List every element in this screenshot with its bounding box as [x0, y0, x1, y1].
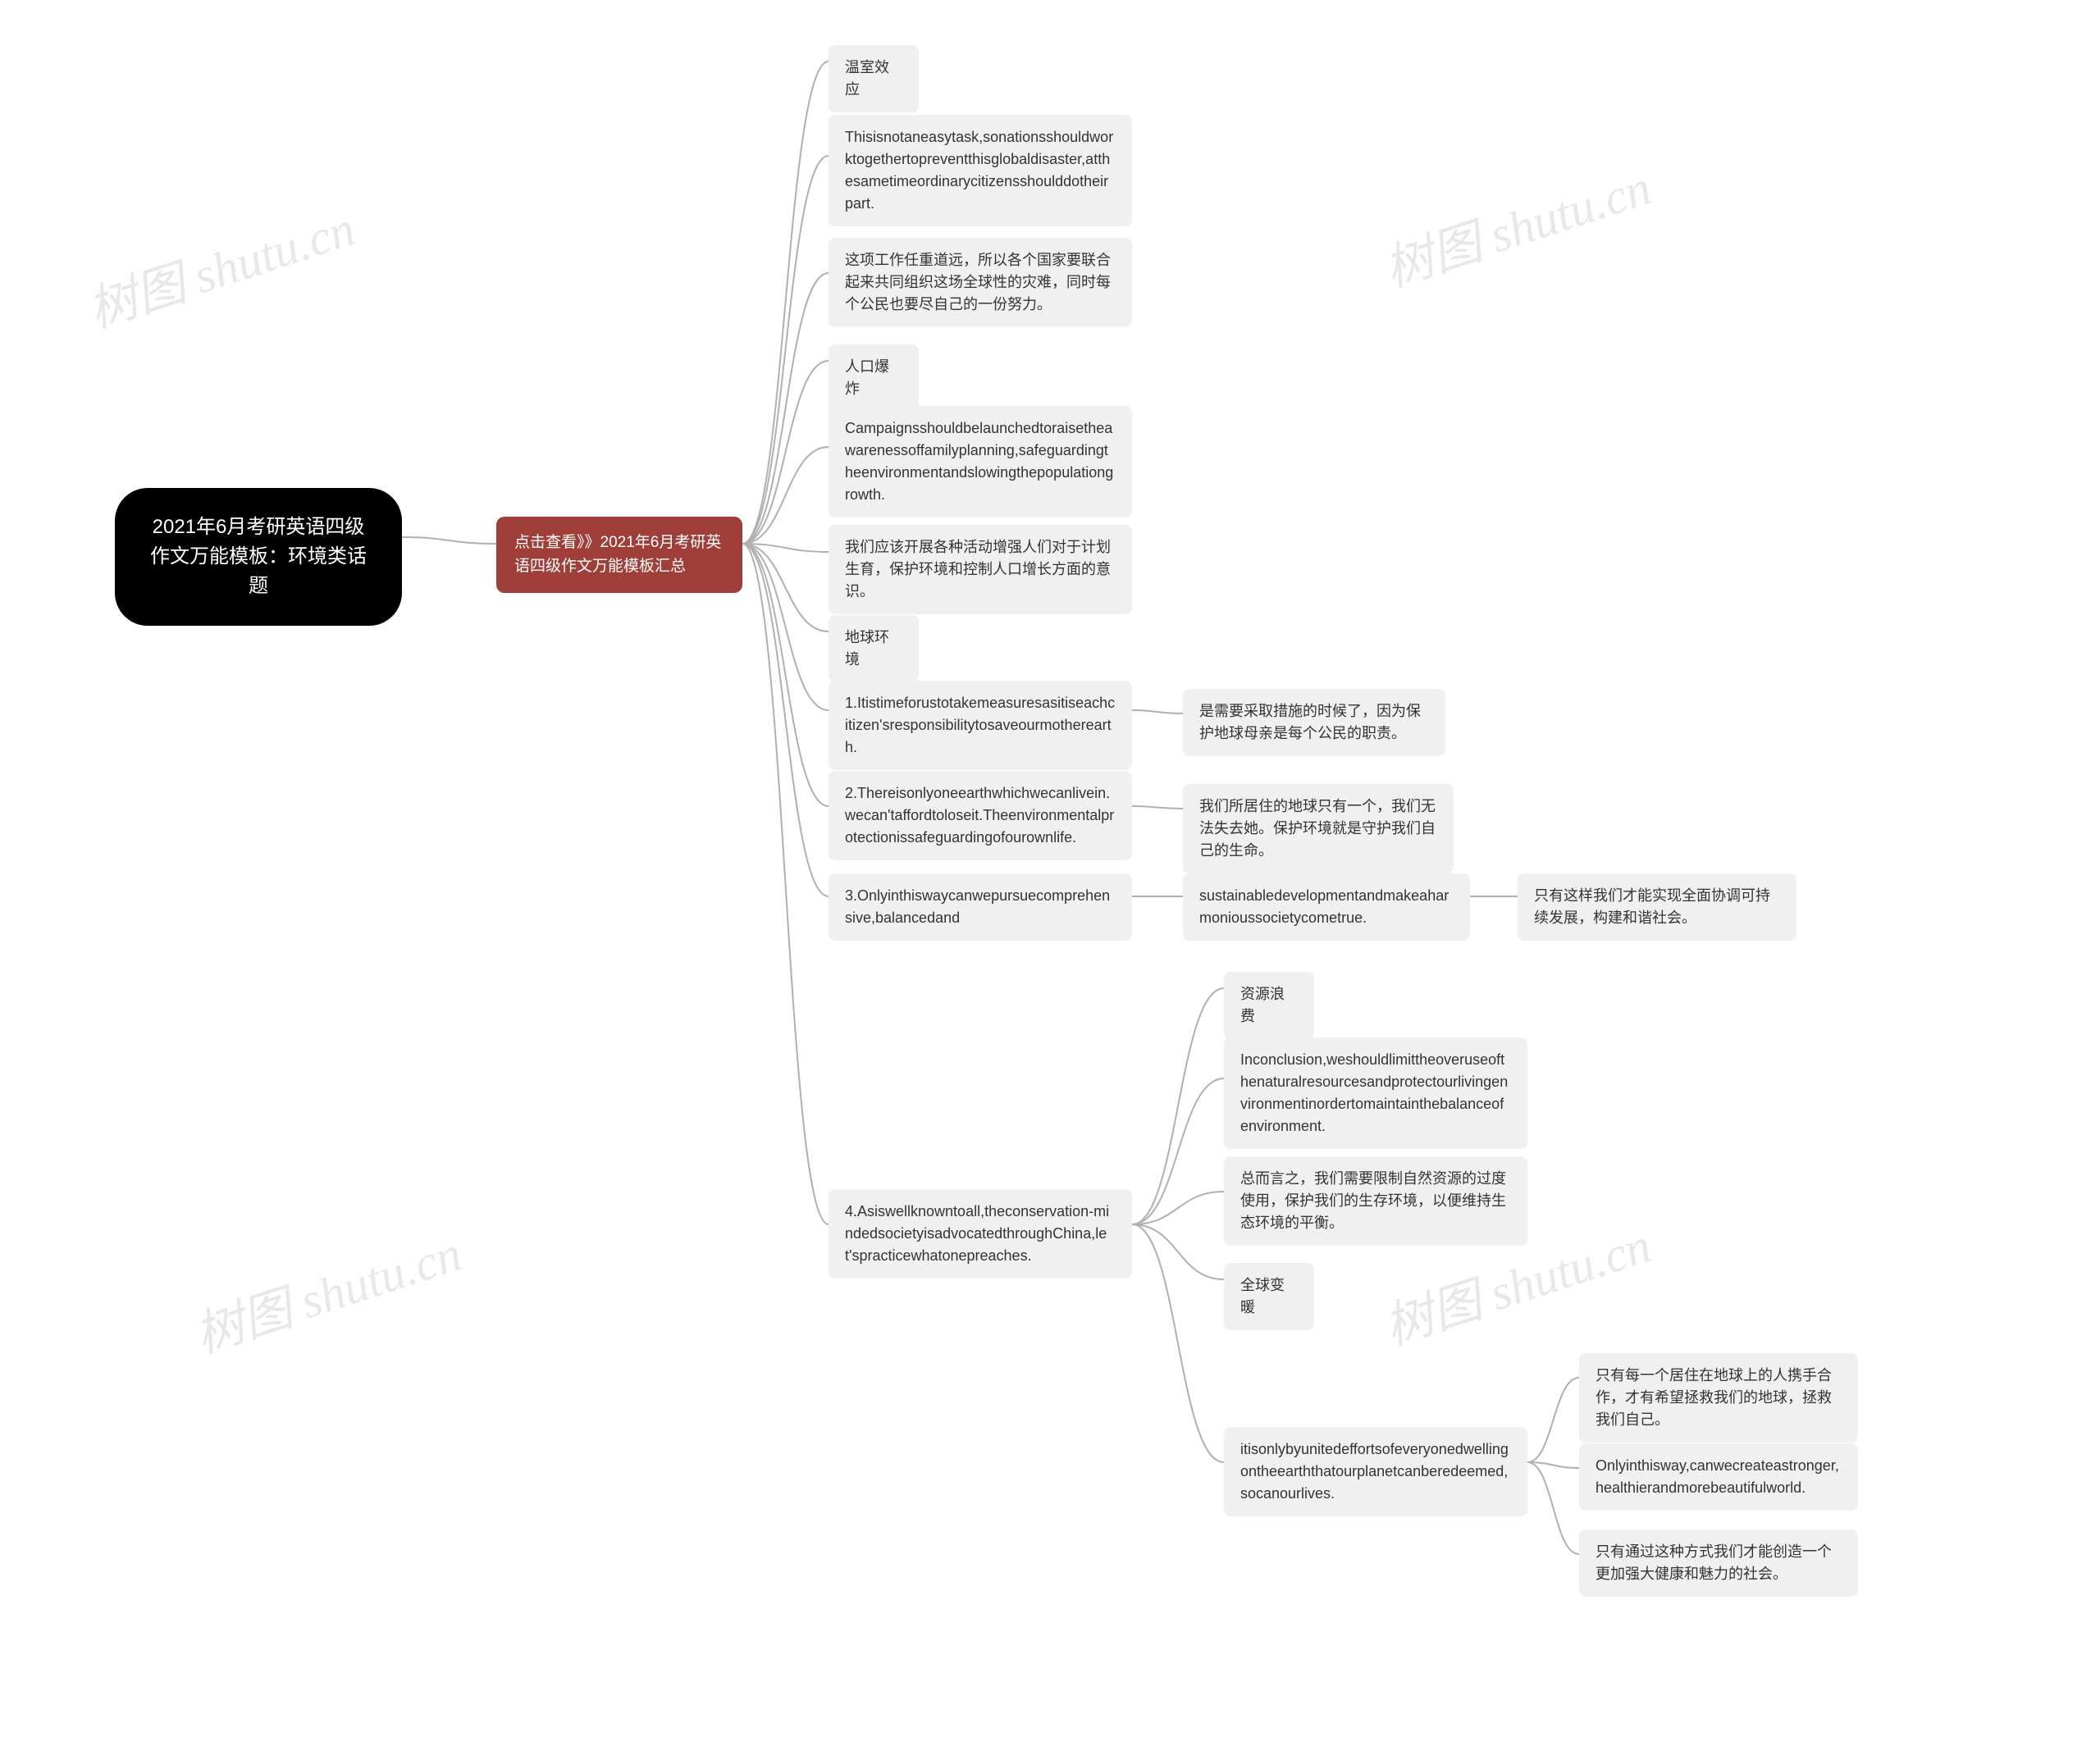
- leaf-en-5b[interactable]: sustainabledevelopmentandmakeaharmonious…: [1183, 873, 1470, 941]
- leaf-cn-3[interactable]: 是需要采取措施的时候了，因为保护地球母亲是每个公民的职责。: [1183, 689, 1445, 756]
- root-node[interactable]: 2021年6月考研英语四级作文万能模板：环境类话题: [115, 488, 402, 626]
- leaf-earth-env[interactable]: 地球环境: [829, 615, 919, 682]
- leaf-global-warming[interactable]: 全球变暖: [1224, 1263, 1314, 1330]
- leaf-cn-8c[interactable]: 只有通过这种方式我们才能创造一个更加强大健康和魅力的社会。: [1579, 1529, 1858, 1597]
- leaf-en-8b[interactable]: Onlyinthisway,canwecreateastronger,healt…: [1579, 1443, 1858, 1511]
- hub-node[interactable]: 点击查看》》2021年6月考研英语四级作文万能模板汇总: [496, 517, 742, 593]
- leaf-cn-1[interactable]: 这项工作任重道远，所以各个国家要联合起来共同组织这场全球性的灾难，同时每个公民也…: [829, 238, 1132, 327]
- leaf-en-5[interactable]: 3.Onlyinthiswaycanwepursuecomprehensive,…: [829, 873, 1132, 941]
- leaf-resource-waste[interactable]: 资源浪费: [1224, 972, 1314, 1039]
- leaf-en-2[interactable]: Campaignsshouldbelaunchedtoraisetheaware…: [829, 406, 1132, 517]
- leaf-en-6[interactable]: 4.Asiswellknowntoall,theconservation-min…: [829, 1189, 1132, 1279]
- mindmap-canvas: 2021年6月考研英语四级作文万能模板：环境类话题 点击查看》》2021年6月考…: [0, 0, 2100, 1746]
- leaf-greenhouse[interactable]: 温室效应: [829, 45, 919, 112]
- leaf-en-8[interactable]: itisonlybyunitedeffortsofeveryonedwellin…: [1224, 1427, 1527, 1516]
- leaf-en-4[interactable]: 2.Thereisonlyoneearthwhichwecanlivein.we…: [829, 771, 1132, 860]
- leaf-cn-8a[interactable]: 只有每一个居住在地球上的人携手合作，才有希望拯救我们的地球，拯救我们自己。: [1579, 1353, 1858, 1443]
- leaf-cn-7[interactable]: 总而言之，我们需要限制自然资源的过度使用，保护我们的生存环境，以便维持生态环境的…: [1224, 1156, 1527, 1246]
- leaf-population[interactable]: 人口爆炸: [829, 344, 919, 412]
- leaf-cn-4[interactable]: 我们所居住的地球只有一个，我们无法失去她。保护环境就是守护我们自己的生命。: [1183, 784, 1454, 873]
- leaf-cn-5[interactable]: 只有这样我们才能实现全面协调可持续发展，构建和谐社会。: [1518, 873, 1796, 941]
- leaf-cn-2[interactable]: 我们应该开展各种活动增强人们对于计划生育，保护环境和控制人口增长方面的意识。: [829, 525, 1132, 614]
- leaf-en-3[interactable]: 1.Itistimeforustotakemeasuresasitiseachc…: [829, 681, 1132, 770]
- leaf-en-7[interactable]: Inconclusion,weshouldlimittheoveruseofth…: [1224, 1037, 1527, 1149]
- leaf-en-1[interactable]: Thisisnotaneasytask,sonationsshouldworkt…: [829, 115, 1132, 226]
